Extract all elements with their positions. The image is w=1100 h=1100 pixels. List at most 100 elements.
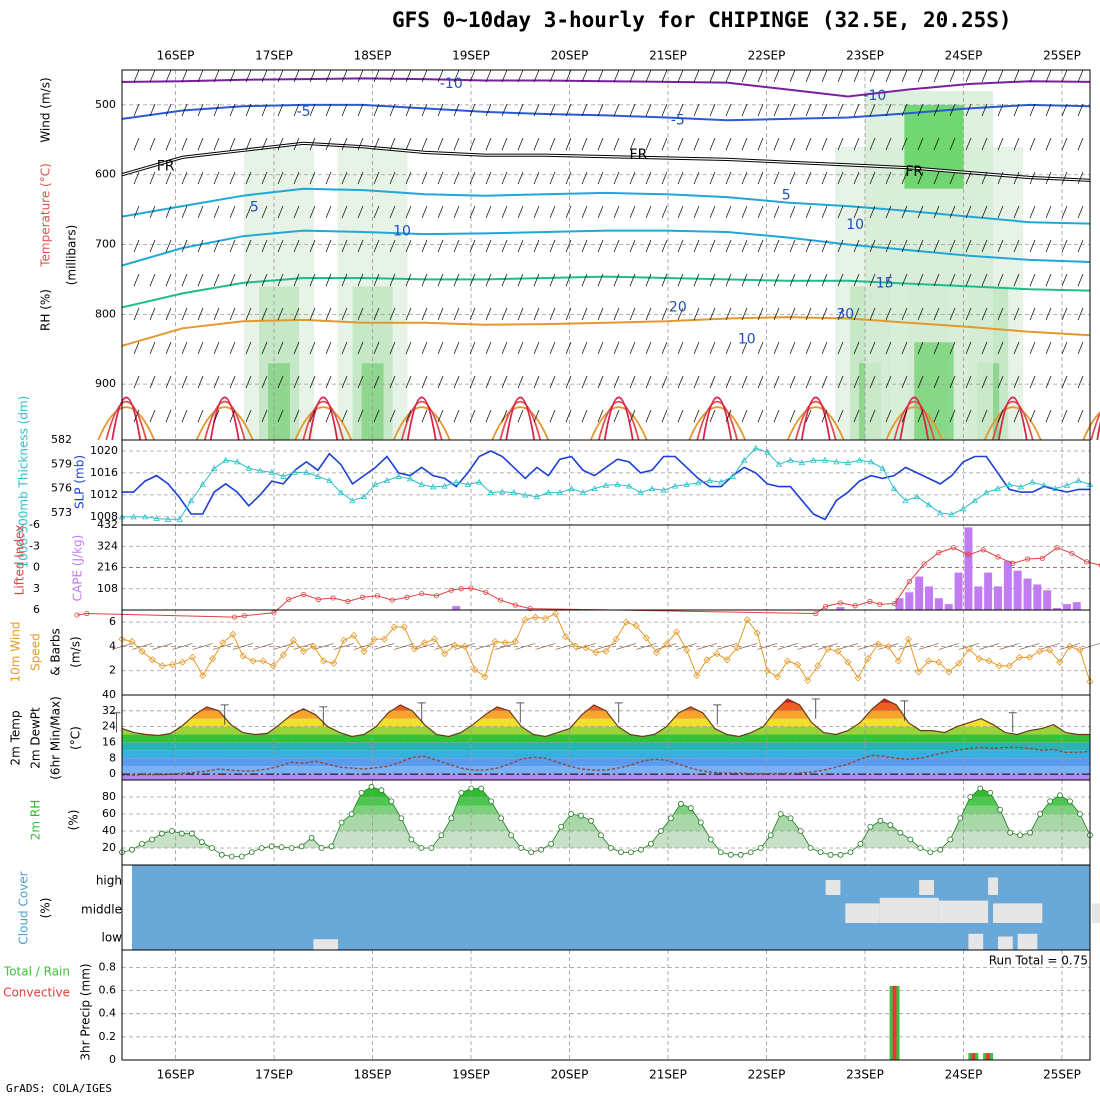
- wind-barb: [277, 171, 284, 185]
- wind-barb: [757, 137, 764, 151]
- wind-barb: [149, 205, 156, 219]
- thickness-point: [764, 448, 771, 455]
- wind-barb: [981, 341, 988, 355]
- wind-barb: [549, 171, 556, 185]
- wind-barb: [917, 69, 924, 83]
- cape-bar: [895, 598, 904, 610]
- thickness-point: [890, 485, 898, 491]
- wind-barb: [405, 341, 412, 355]
- wind-barb: [677, 103, 684, 117]
- cloud-block: [313, 939, 339, 950]
- y-tick-label: 800: [95, 307, 116, 320]
- wind-speed-point: [138, 647, 146, 655]
- rh2m-point: [528, 849, 535, 856]
- isotherm-arch: [491, 406, 550, 441]
- wind-barb: [597, 375, 604, 389]
- wind-barb: [421, 103, 428, 117]
- cloud-block: [1017, 933, 1038, 950]
- wind-speed-point: [753, 629, 761, 637]
- cape-bar: [1053, 608, 1062, 610]
- wind-barb: [949, 103, 956, 117]
- wind-barb: [981, 307, 988, 321]
- wind-barb: [149, 409, 156, 423]
- rh2m-point: [1077, 811, 1083, 817]
- wind-barb: [133, 103, 140, 117]
- wind-barb: [949, 137, 956, 151]
- contour-label: -5: [297, 104, 311, 120]
- y-tick-label: 16: [102, 735, 116, 748]
- wind-barb: [853, 239, 860, 253]
- rh2m-point: [548, 840, 555, 847]
- thickness-point: [176, 516, 183, 522]
- y-tick-label-right: 324: [97, 539, 118, 552]
- rh2m-point: [1017, 832, 1024, 839]
- wind-speed-point: [1076, 646, 1084, 654]
- wind-barb: [293, 103, 300, 117]
- wind-barb: [389, 375, 396, 389]
- wind-barb: [501, 341, 508, 355]
- wind-barb: [421, 137, 428, 151]
- wind-barb: [869, 409, 876, 423]
- wind-barb: [293, 239, 300, 253]
- lifted-index-point: [468, 585, 474, 591]
- cape-bar: [1033, 584, 1042, 610]
- wind-barb: [213, 273, 220, 287]
- wind-barb: [597, 103, 604, 117]
- wind-barb: [197, 103, 204, 117]
- lifted-index-point: [74, 612, 80, 618]
- cape-bar: [954, 572, 963, 610]
- wind-barb: [533, 137, 540, 151]
- wind-speed-point: [874, 640, 882, 648]
- wind-barb: [373, 375, 380, 389]
- thickness-point: [372, 481, 379, 487]
- wind-barb: [613, 273, 620, 287]
- rh-band: [122, 848, 1090, 865]
- wind-barb: [645, 69, 652, 83]
- axis-label-cloud-cover: Cloud Cover: [17, 871, 31, 944]
- wind-barb: [581, 69, 588, 83]
- wind-barb: [773, 341, 780, 355]
- wind-barb: [133, 273, 140, 287]
- wind-barb: [725, 273, 732, 287]
- x-tick-label-top: 24SEP: [945, 49, 983, 63]
- run-total-label: Run Total = 0.75: [989, 954, 1088, 968]
- wind-barb: [981, 409, 988, 423]
- wind-barb: [805, 307, 812, 321]
- lifted-index-point: [360, 594, 366, 600]
- wind-barb: [997, 341, 1004, 355]
- cloud-block: [845, 903, 880, 923]
- wind-barb: [661, 137, 668, 151]
- contour-label: -5: [671, 112, 685, 128]
- wind-barb: [661, 409, 668, 423]
- wind-speed-point: [995, 662, 1003, 670]
- y-tick-label: 0.2: [99, 1030, 117, 1043]
- wind-speed-point: [310, 642, 318, 650]
- wind-barb: [869, 239, 876, 253]
- wind-barb: [1045, 375, 1052, 389]
- wind-barb: [949, 239, 956, 253]
- wind-barb: [821, 103, 828, 117]
- lifted-index-point: [1098, 563, 1100, 568]
- wind-barb: [693, 273, 700, 287]
- contour-label: 5: [250, 200, 259, 216]
- wind-barb: [789, 205, 796, 219]
- panel-li-cape: 6 3 0 -3 -6 108 216 324 432 Lifted Index CAPE (J/k…: [13, 518, 1100, 620]
- wind-barb: [437, 409, 444, 423]
- wind-barb: [414, 643, 435, 650]
- wind-barb: [725, 137, 732, 151]
- wind-barb: [949, 171, 956, 185]
- lifted-index-point: [813, 610, 819, 617]
- thickness-point: [510, 489, 517, 496]
- wind-barb: [1061, 307, 1068, 321]
- isotherm-line: [121, 77, 1091, 98]
- wind-barb: [933, 341, 940, 355]
- wind-barb: [535, 643, 556, 650]
- wind-barb: [949, 69, 956, 83]
- wind-barb: [725, 341, 732, 355]
- wind-barb: [373, 69, 380, 83]
- wind-barb: [837, 239, 844, 253]
- wind-barb: [1029, 171, 1036, 185]
- wind-barb: [661, 375, 668, 389]
- wind-barb: [597, 239, 604, 253]
- wind-barb: [645, 375, 652, 389]
